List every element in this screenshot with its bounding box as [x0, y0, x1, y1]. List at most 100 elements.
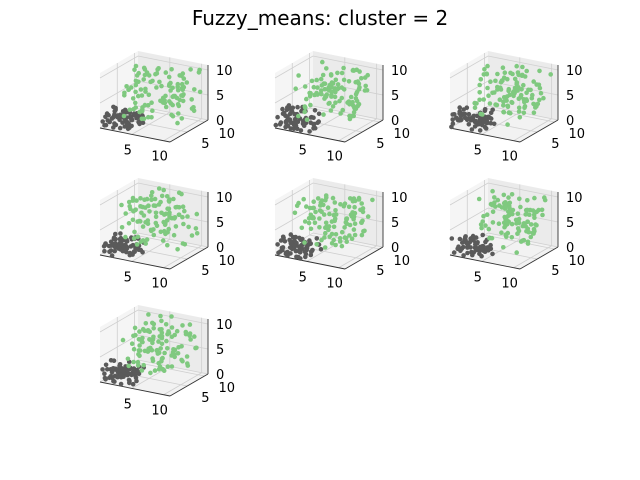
cluster-1-point [126, 221, 132, 226]
y-tick-label: 5 [201, 137, 209, 152]
z-tick-label: 0 [566, 114, 574, 129]
y-axis-line [519, 246, 559, 270]
cluster-1-point [482, 67, 487, 72]
cluster-0-point [122, 124, 127, 129]
cluster-1-point [172, 215, 178, 220]
cluster-1-point [149, 347, 155, 353]
cluster-1-point [145, 328, 151, 333]
y-tick-label: 10 [394, 127, 411, 142]
cluster-1-point [119, 202, 124, 208]
cluster-1-point [194, 231, 200, 236]
cluster-1-point [136, 70, 141, 76]
cluster-1-point [508, 209, 514, 215]
cluster-0-point [118, 235, 124, 241]
cluster-0-point [288, 241, 294, 246]
cluster-0-point [481, 115, 486, 121]
cluster-0-point [477, 117, 483, 122]
cluster-0-point [125, 371, 131, 377]
cluster-0-point [109, 253, 115, 258]
cluster-0-point [316, 111, 322, 117]
cluster-1-point [159, 356, 165, 362]
cluster-0-point [108, 358, 114, 363]
cluster-0-point [466, 122, 472, 127]
cluster-0-point [112, 241, 118, 247]
cluster-1-point [347, 233, 352, 238]
cluster-1-point [347, 196, 353, 201]
cluster-1-point [320, 59, 325, 65]
cluster-0-point [460, 240, 465, 245]
grid-line-z [449, 80, 559, 104]
cluster-0-point [102, 248, 107, 254]
cluster-0-point [111, 114, 116, 120]
z-tick-label: 5 [566, 89, 574, 104]
cluster-1-point [154, 348, 159, 353]
cluster-1-point [532, 215, 537, 220]
cluster-1-point [176, 111, 181, 116]
cluster-1-point [131, 346, 137, 352]
z-tick-label: 10 [391, 191, 408, 206]
cluster-1-point [365, 214, 371, 219]
cluster-1-point [179, 191, 184, 197]
cluster-1-point [505, 103, 511, 109]
cluster-0-point [115, 374, 120, 380]
y-axis-line [169, 246, 209, 270]
cluster-1-point [329, 81, 335, 86]
cluster-1-point [522, 98, 527, 104]
cluster-1-point [512, 76, 518, 82]
cluster-1-point [133, 89, 138, 95]
cluster-1-point [180, 87, 185, 92]
cluster-1-point [510, 90, 516, 95]
cluster-1-point [159, 193, 165, 199]
cluster-0-point [296, 254, 301, 260]
cluster-1-point [139, 210, 144, 216]
cluster-1-point [332, 216, 338, 222]
cluster-1-point [175, 87, 181, 93]
cluster-1-point [141, 116, 147, 122]
cluster-1-point [304, 96, 309, 102]
cluster-1-point [522, 105, 527, 111]
cluster-0-point [314, 236, 320, 241]
cluster-1-point [484, 71, 490, 77]
cluster-1-point [364, 88, 370, 93]
y-tick-label: 5 [551, 137, 559, 152]
cluster-1-point [135, 359, 141, 365]
cluster-1-point [485, 85, 490, 91]
cluster-1-point [165, 242, 170, 248]
cluster-0-point [463, 237, 468, 243]
cluster-1-point [339, 85, 345, 90]
cluster-1-point [175, 247, 180, 252]
cluster-0-point [285, 253, 290, 258]
x-tick-label: 10 [151, 150, 168, 165]
cluster-0-point [119, 242, 124, 247]
cluster-1-point [515, 226, 521, 231]
cluster-1-point [119, 225, 125, 230]
cluster-1-point [144, 237, 150, 242]
cluster-1-point [170, 102, 175, 108]
cluster-1-point [169, 67, 174, 72]
cluster-1-point [537, 68, 542, 74]
cluster-1-point [296, 113, 301, 119]
cluster-1-point [488, 79, 493, 84]
cluster-0-point [118, 231, 123, 236]
cluster-1-point [188, 67, 193, 72]
cluster-1-point [312, 220, 318, 226]
cluster-1-point [534, 223, 539, 228]
cluster-1-point [307, 205, 313, 211]
cluster-1-point [331, 224, 337, 230]
x-tick-label: 10 [326, 277, 343, 292]
cluster-0-point [451, 250, 457, 255]
grid-line-z [99, 55, 209, 79]
cluster-1-point [490, 209, 496, 215]
cluster-0-point [112, 248, 117, 254]
cluster-1-point [501, 192, 507, 198]
cluster-1-point [515, 88, 520, 93]
x-axis-line [99, 381, 171, 397]
cluster-1-point [151, 232, 157, 238]
x-tick-label: 5 [299, 270, 307, 285]
cluster-1-point [322, 235, 327, 240]
cluster-1-point [157, 79, 162, 85]
cluster-1-point [517, 115, 523, 120]
cluster-1-point [292, 210, 298, 216]
